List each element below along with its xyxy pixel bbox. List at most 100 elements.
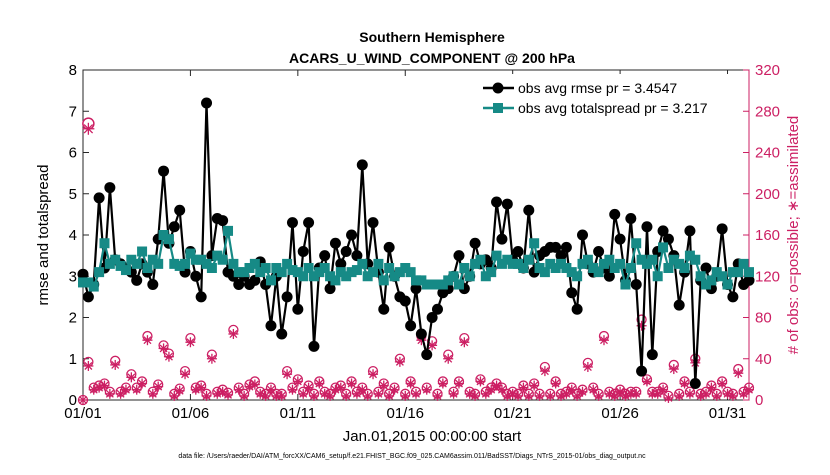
rmse-point [469,237,481,249]
assimilated-stroke [320,389,329,398]
rmse-point [324,283,336,295]
spread-point [104,258,115,269]
assimilated-stroke [186,338,195,347]
spread-point [99,238,110,249]
rmse-point [700,262,712,274]
assimilated-stroke [551,379,560,388]
spread-point [319,263,330,273]
spread-point [421,279,432,290]
assimilated-point [137,378,148,389]
rmse-point [657,225,669,237]
assimilated-point [523,390,534,401]
assimilated-stroke [181,370,190,379]
assimilated-stroke [277,391,286,400]
assimilated-stroke [224,390,233,399]
rmse-point [329,237,341,249]
rmse-point [174,204,186,216]
x-tick-label: 01/31 [709,405,747,422]
rmse-point [249,274,261,286]
assimilated-point [432,390,443,401]
assimilated-point [631,388,642,399]
spread-point [588,263,599,273]
rmse-point [297,246,309,257]
assimilated-point [448,388,459,399]
assimilated-point [282,369,293,380]
spread-point [384,263,395,273]
spread-point [722,279,733,290]
rmse-point [496,233,508,245]
spread-point [346,267,357,278]
assimilated-point [701,388,712,399]
assimilated-point [513,390,524,401]
assimilated-stroke [175,386,184,395]
assimilated-point [437,378,448,389]
spread-point [717,271,728,282]
assimilated-stroke [728,391,737,400]
assimilated-stroke [422,385,431,394]
spread-point [405,267,416,278]
rmse-point [308,340,320,352]
spread-point [120,265,131,276]
assimilated-stroke [283,370,292,379]
spread-point [668,254,679,265]
rmse-point [405,320,417,332]
rmse-point [421,349,433,361]
y-tick-label-left: 3 [69,268,77,285]
spread-point [239,267,250,278]
rmse-point [512,246,524,257]
assimilated-stroke [524,391,533,400]
y-tick-label-left: 8 [69,62,77,79]
rmse-point [431,303,443,315]
assimilated-stroke [363,391,372,400]
assimilated-point [206,353,217,364]
assimilated-stroke [309,391,318,400]
assimilated-stroke [460,338,469,347]
rmse-point [603,270,615,282]
spread-point [341,271,352,282]
assimilated-point [443,353,454,364]
assimilated-stroke [250,380,259,389]
spread-point [357,258,368,269]
assimilated-stroke [519,383,528,392]
rmse-point [233,279,245,290]
assimilated-stroke [390,385,399,394]
spread-point [163,234,174,245]
rmse-point [399,295,411,307]
rmse-point [646,349,658,361]
spread-point [744,267,754,278]
spread-point [78,277,88,288]
spread-point [330,275,341,286]
spread-point [153,258,164,269]
spread-point [491,250,502,261]
assimilated-point [738,388,749,399]
assimilated-point [539,366,550,377]
assimilated-point [711,390,722,401]
assimilated-stroke [315,379,324,388]
assimilated-stroke [79,396,87,404]
spread-point [368,267,379,278]
spread-point [464,271,475,282]
assimilated-point [196,382,207,393]
legend-spread-label: obs avg totalspread pr = 3.217 [518,100,708,116]
assimilated-point [652,388,663,399]
spread-point [620,279,631,290]
assimilated-stroke [374,389,383,398]
rmse-point [410,283,422,295]
rmse-point [555,250,567,262]
spread-point [496,258,507,269]
assimilated-stroke [718,379,727,388]
assimilated-stroke [632,389,641,398]
assimilated-stroke [401,391,410,400]
assimilated-stroke [530,381,539,390]
assimilated-stroke [465,389,474,398]
spread-point [362,271,373,282]
chart-title: Southern Hemisphere [359,29,505,45]
rmse-point [614,233,626,245]
spread-point [674,258,685,269]
spread-point [652,271,663,282]
spread-point [142,263,153,273]
rmse-point [104,182,116,194]
assimilated-stroke [707,383,716,392]
assimilated-stroke [723,389,732,398]
